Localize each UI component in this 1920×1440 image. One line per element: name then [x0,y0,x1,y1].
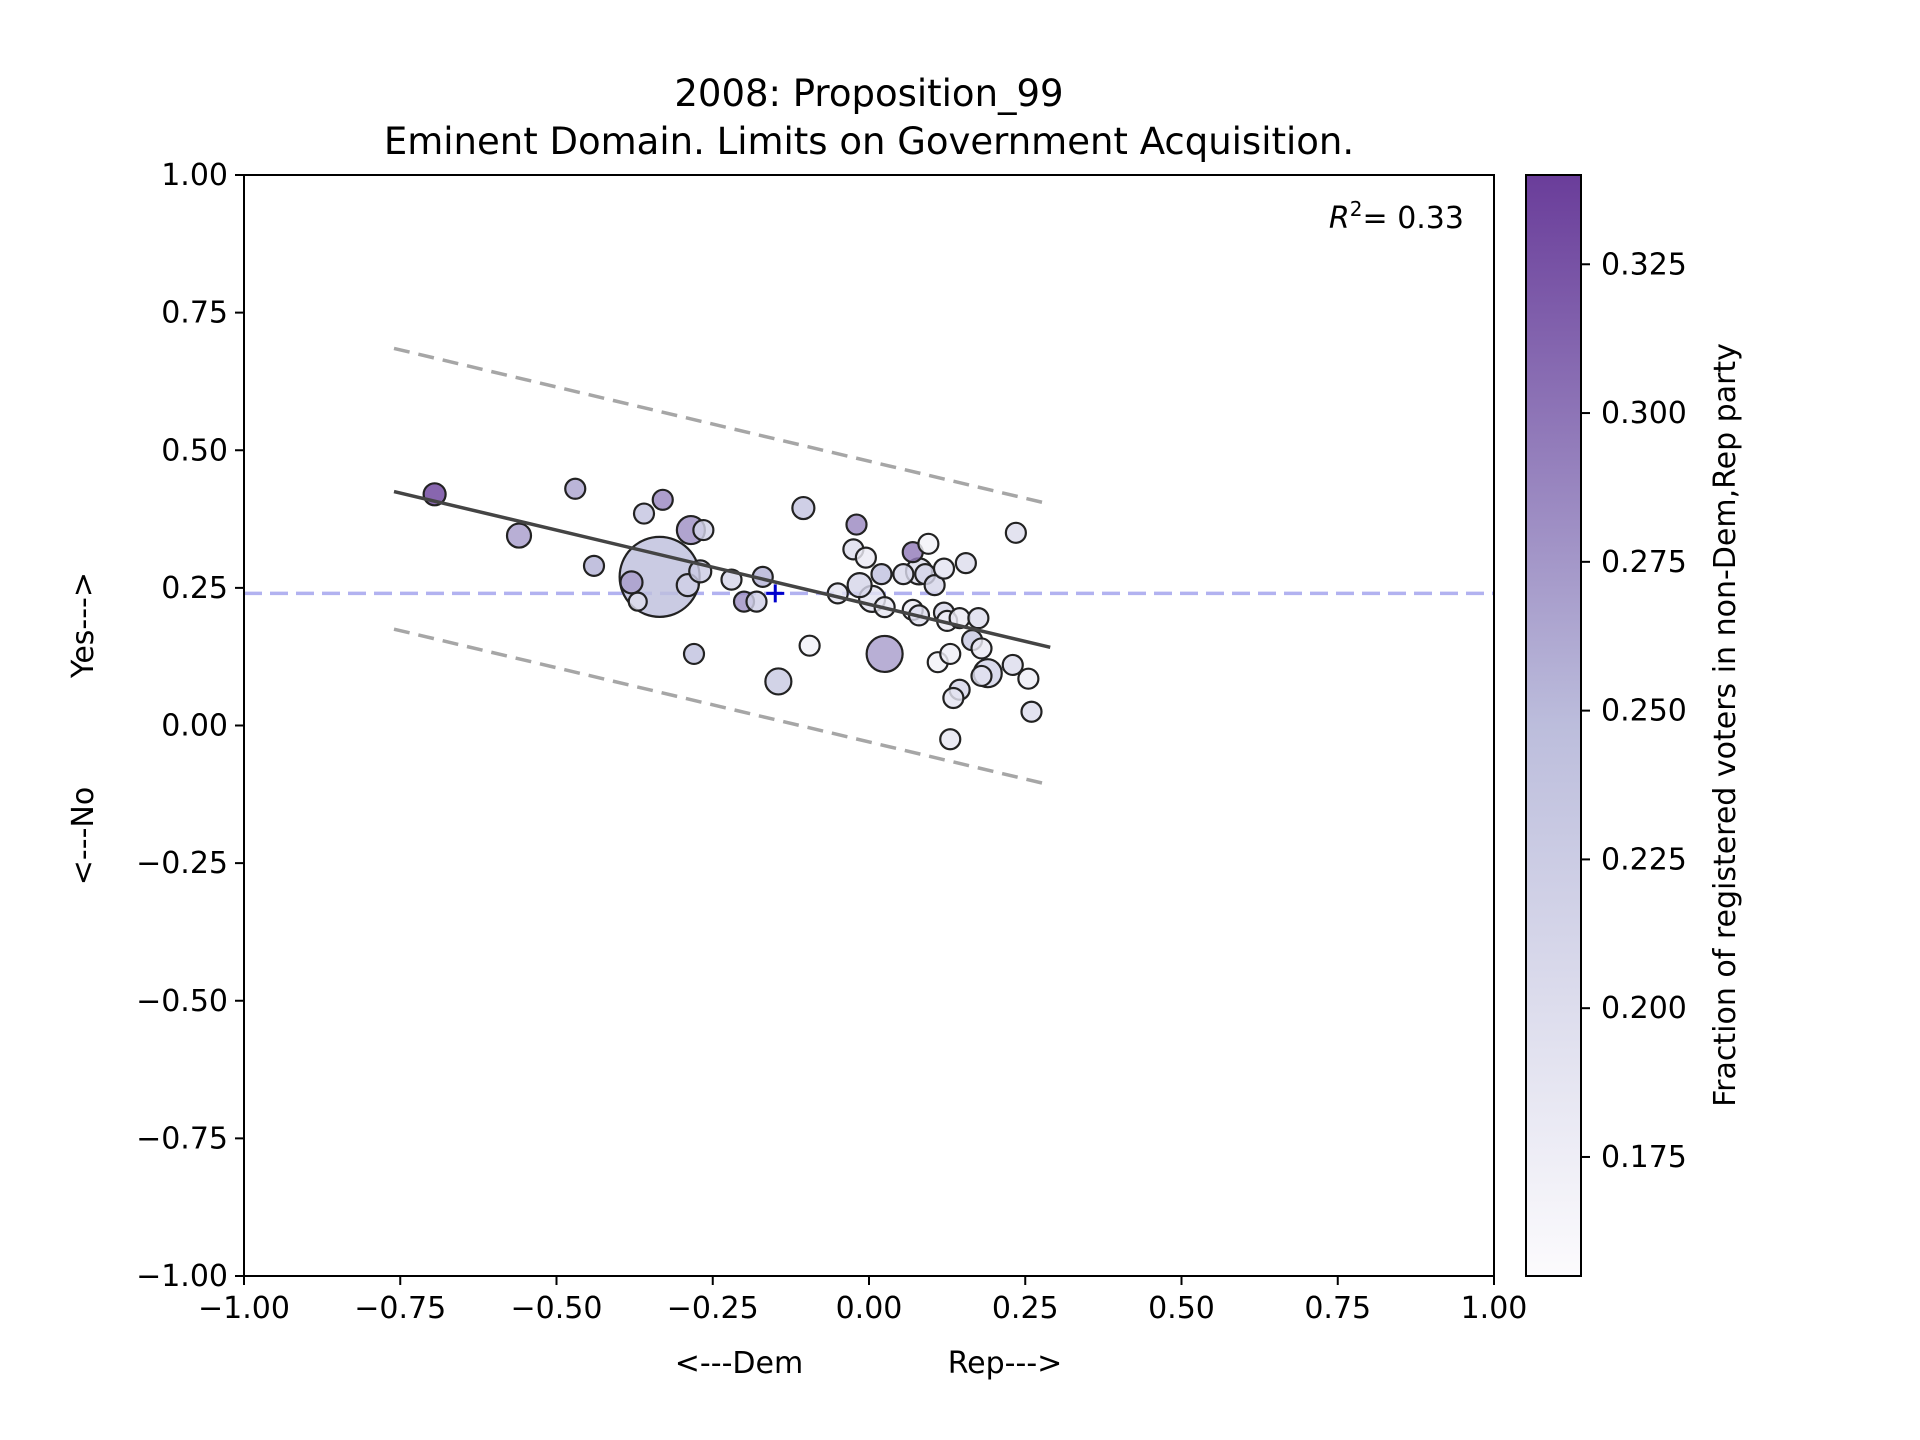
lower-band-line [393,627,1051,787]
data-point [870,563,893,586]
upper-band-line [393,346,1051,506]
colorbar-tick-label: 0.225 [1601,842,1687,877]
x-tick-label: −0.50 [511,1291,603,1326]
data-point [892,563,915,586]
data-point [764,667,793,696]
x-tick-label: −0.25 [667,1291,759,1326]
y-axis-label-no: <---No [66,787,101,885]
data-point [651,488,674,511]
data-point [845,513,868,536]
data-point [564,477,587,500]
data-point [942,686,965,710]
chart-subtitle: Eminent Domain. Limits on Government Acq… [384,120,1354,163]
plot-frame [243,174,1495,1277]
y-tick-label: −0.75 [136,1121,228,1156]
chart-title: 2008: Proposition_99 [674,72,1063,115]
colorbar [1525,174,1582,1277]
data-point [865,634,904,674]
x-tick-label: 0.75 [1304,1291,1371,1326]
data-point [967,607,990,630]
data-point [692,518,715,542]
x-axis-label-dem: <---Dem [675,1346,803,1381]
colorbar-tick-label: 0.200 [1601,991,1687,1026]
y-axis-label-yes: Yes---> [66,572,101,679]
r-squared-value: = 0.33 [1363,201,1464,236]
data-point [1020,700,1043,723]
r-squared-exponent: 2 [1350,197,1363,221]
y-tick-label: −0.50 [136,984,228,1019]
x-tick-label: 0.25 [992,1291,1059,1326]
data-point [682,642,706,666]
y-tick-label: −1.00 [136,1259,228,1294]
y-tick-label: 0.00 [161,709,228,744]
y-tick-label: 1.00 [161,158,228,193]
data-point [846,572,873,599]
data-point [1004,521,1027,544]
colorbar-tick-label: 0.300 [1601,396,1687,431]
regression-line [393,489,1051,650]
data-point [954,552,977,575]
colorbar-tick-label: 0.175 [1601,1140,1687,1175]
data-point [939,728,962,751]
data-point [632,502,656,525]
colorbar-label: Fraction of registered voters in non-Dem… [1708,343,1743,1107]
data-point [798,634,821,657]
x-tick-label: 0.00 [836,1291,903,1326]
y-axis-ticks: −1.00 −0.75 −0.50 −0.25 0.00 0.25 0.50 0.75 1.00 [136,158,244,1294]
points-layer [422,477,1043,751]
data-point [932,557,956,580]
data-point [970,637,993,660]
colorbar-tick-label: 0.325 [1601,247,1687,282]
x-axis-ticks: −1.00 −0.75 −0.50 −0.25 0.00 0.25 0.50 0.75 1.00 [198,1276,1527,1326]
data-point [619,570,644,595]
y-tick-label: 0.25 [161,571,228,606]
data-point [627,591,648,612]
y-tick-label: −0.25 [136,846,228,881]
r-squared-symbol: R [1329,201,1350,236]
data-point [582,554,606,577]
data-point [854,546,877,569]
colorbar-tick-label: 0.275 [1601,545,1687,580]
data-point [1017,667,1040,690]
data-point [917,532,940,555]
data-point [745,590,768,613]
x-tick-label: 1.00 [1461,1291,1528,1326]
colorbar-tick-label: 0.250 [1601,694,1687,729]
y-tick-label: 0.50 [161,433,228,468]
data-point [923,574,946,597]
r-squared-annotation: R2= 0.33 [1329,197,1464,236]
x-tick-label: 0.50 [1148,1291,1215,1326]
data-point [970,664,993,688]
data-point [791,495,816,521]
y-tick-label: 0.75 [161,296,228,331]
data-point [505,522,533,549]
x-axis-label-rep: Rep---> [948,1346,1063,1381]
x-tick-label: −0.75 [354,1291,446,1326]
data-point [939,642,962,666]
colorbar-ticks: 0.175 0.200 0.225 0.250 0.275 0.300 0.325 [1581,247,1687,1175]
data-point [1001,653,1024,677]
data-point [826,582,849,605]
x-tick-label: −1.00 [198,1291,290,1326]
fit-lines-layer [393,346,1051,787]
